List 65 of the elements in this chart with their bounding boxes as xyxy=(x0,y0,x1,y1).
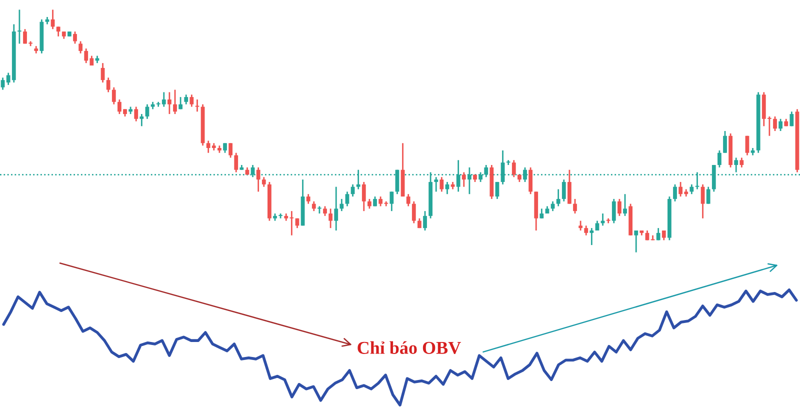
candlestick xyxy=(78,40,82,54)
candlestick xyxy=(312,200,316,212)
annotation: Chỉ báo OBV xyxy=(358,341,461,354)
candlestick xyxy=(168,92,172,115)
candlestick xyxy=(173,89,177,115)
candlestick xyxy=(618,198,622,217)
candlestick xyxy=(434,176,438,192)
candlestick xyxy=(390,190,394,212)
candlestick xyxy=(790,110,794,127)
candlestick xyxy=(562,178,566,202)
candlestick xyxy=(528,166,532,195)
candlestick xyxy=(512,159,516,178)
candlestick xyxy=(328,208,332,229)
candlestick xyxy=(228,142,232,158)
candlestick xyxy=(345,190,350,207)
candlestick xyxy=(540,208,544,220)
candlestick xyxy=(745,135,750,156)
candlestick xyxy=(262,176,266,188)
candlestick xyxy=(406,193,410,207)
candlestick xyxy=(495,181,500,200)
candlestick xyxy=(256,166,260,192)
candlestick xyxy=(578,220,582,232)
candlestick xyxy=(656,227,660,241)
candlestick xyxy=(134,106,138,122)
candlestick xyxy=(140,113,144,127)
candlestick xyxy=(634,230,638,254)
candlestick xyxy=(306,193,310,204)
candlestick xyxy=(0,76,5,90)
candlestick xyxy=(106,76,110,93)
candlestick xyxy=(18,9,22,44)
candlestick xyxy=(590,227,594,246)
candlestick xyxy=(223,142,227,154)
candlestick xyxy=(706,186,710,204)
candlestick xyxy=(412,200,416,224)
candlestick xyxy=(718,150,722,168)
candlestick xyxy=(573,198,577,214)
candlestick xyxy=(234,152,238,173)
candlestick xyxy=(612,198,616,224)
candlestick xyxy=(195,98,200,112)
candlestick xyxy=(56,26,60,38)
candlestick xyxy=(584,224,588,236)
candlestick xyxy=(568,169,572,204)
candlestick xyxy=(595,220,600,232)
candlestick xyxy=(362,181,366,212)
candlestick xyxy=(673,184,677,202)
candlestick xyxy=(462,172,466,188)
candlestick xyxy=(723,130,727,154)
candlestick xyxy=(368,198,372,210)
candlestick xyxy=(690,184,694,195)
candlestick xyxy=(334,186,338,232)
candlestick xyxy=(556,188,560,207)
candlestick xyxy=(740,157,744,168)
candlestick xyxy=(423,210,427,232)
candlestick xyxy=(440,176,444,192)
candlestick xyxy=(112,86,116,106)
candlestick xyxy=(340,198,344,212)
candlestick xyxy=(323,206,327,217)
candlestick xyxy=(73,30,77,44)
candlestick xyxy=(178,96,182,110)
candlestick xyxy=(623,193,627,217)
candlestick xyxy=(778,118,782,132)
candlestick xyxy=(184,94,188,106)
candlestick xyxy=(190,94,194,108)
candlestick xyxy=(773,116,777,132)
candlestick xyxy=(700,184,705,220)
